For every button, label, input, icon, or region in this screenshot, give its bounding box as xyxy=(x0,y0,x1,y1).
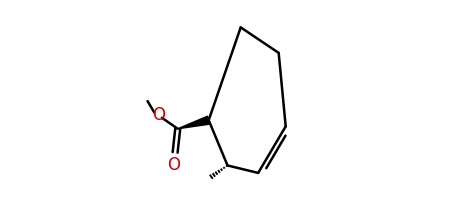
Text: O: O xyxy=(152,106,165,124)
Polygon shape xyxy=(178,116,210,129)
Text: O: O xyxy=(167,156,180,174)
